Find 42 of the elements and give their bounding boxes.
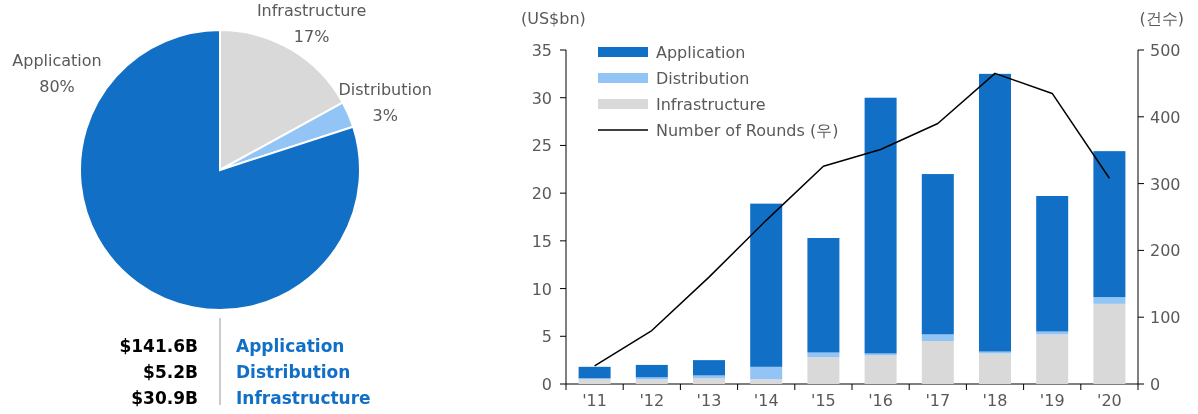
y2-tick-label: 500 bbox=[1150, 41, 1181, 60]
legend-label: Number of Rounds (우) bbox=[656, 121, 839, 140]
y2-tick-label: 0 bbox=[1150, 375, 1161, 394]
slice-label: Application bbox=[12, 51, 102, 70]
x-tick-label: '11 bbox=[582, 391, 607, 410]
x-tick-label: '14 bbox=[753, 391, 779, 410]
data-label: 3% bbox=[372, 105, 398, 125]
x-tick-label: '15 bbox=[811, 391, 836, 410]
y2-tick-label: 100 bbox=[1150, 308, 1181, 328]
y2-axis-title: (건수) bbox=[1139, 9, 1184, 28]
y-tick-label: 20 bbox=[531, 184, 552, 204]
x-tick-label: '12 bbox=[639, 391, 665, 410]
legend-label: Infrastructure bbox=[656, 95, 766, 114]
y2-tick-label: 200 bbox=[1150, 241, 1181, 261]
legend-label: Distribution bbox=[656, 69, 750, 88]
data-label: 80% bbox=[39, 77, 75, 96]
y-tick-label: 5 bbox=[541, 327, 552, 347]
y2-tick-label: 300 bbox=[1150, 174, 1181, 194]
x-tick-label: '13 bbox=[696, 391, 722, 410]
text: Infrastructure bbox=[236, 388, 371, 408]
y-tick-label: 0 bbox=[541, 375, 552, 394]
y-tick-label: 25 bbox=[531, 136, 552, 156]
x-tick-label: '16 bbox=[868, 391, 893, 410]
text: Application bbox=[236, 336, 345, 356]
text: $30.9B bbox=[131, 388, 198, 408]
text: $141.6B bbox=[119, 336, 198, 356]
y-tick-label: 30 bbox=[531, 88, 552, 108]
y2-tick-label: 400 bbox=[1150, 107, 1181, 127]
slice-label: Infrastructure bbox=[256, 1, 367, 20]
y-tick-label: 15 bbox=[531, 231, 552, 251]
y-tick-label: 10 bbox=[531, 279, 552, 299]
x-tick-label: '17 bbox=[925, 391, 951, 410]
legend-label: Application bbox=[656, 43, 746, 62]
text: $5.2B bbox=[143, 362, 198, 382]
data-label: 17% bbox=[293, 27, 330, 46]
x-tick-label: '19 bbox=[1039, 391, 1065, 410]
text: Distribution bbox=[236, 362, 351, 382]
x-tick-label: '20 bbox=[1097, 391, 1122, 410]
slice-label: Distribution bbox=[338, 79, 432, 99]
x-tick-label: '18 bbox=[982, 391, 1008, 410]
y-tick-label: 35 bbox=[531, 41, 552, 60]
y-axis-title: (US$bn) bbox=[521, 9, 586, 28]
